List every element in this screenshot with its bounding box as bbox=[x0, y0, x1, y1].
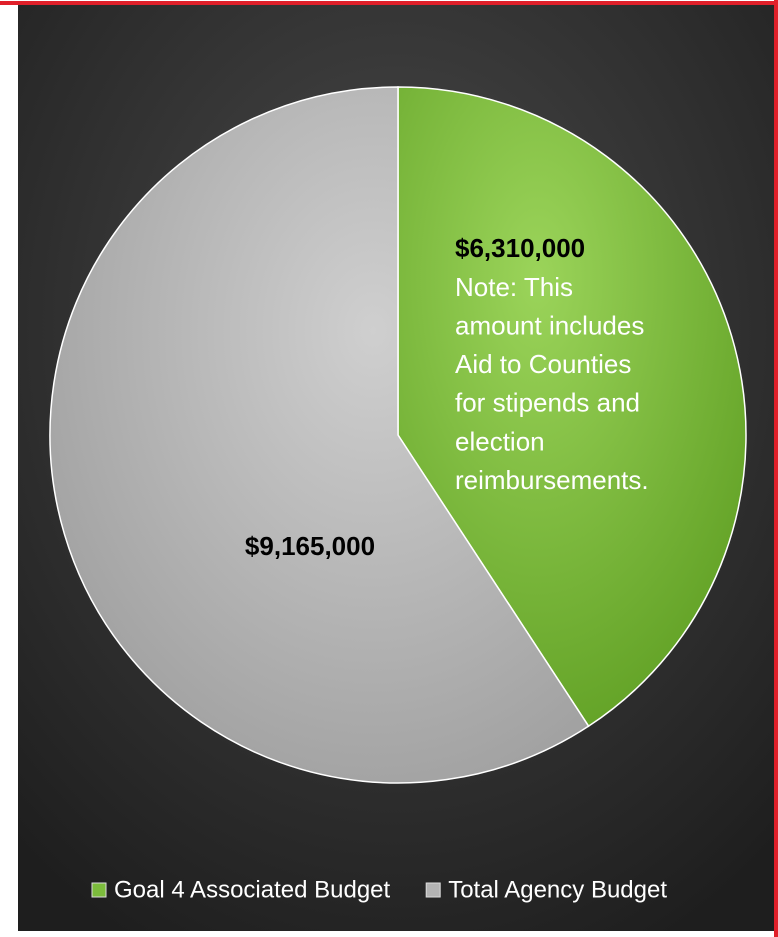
pie bbox=[49, 86, 747, 784]
labels: $6,310,000 Note: This amount includes Aid t… bbox=[245, 233, 649, 561]
legend-label: Total Agency Budget bbox=[448, 876, 667, 903]
pie-slice bbox=[49, 86, 590, 784]
pie-slice bbox=[397, 86, 747, 728]
annotation: reimbursements. bbox=[455, 465, 649, 495]
annotation: amount includes bbox=[455, 310, 644, 340]
data-label: $9,165,000 bbox=[245, 531, 375, 561]
legend: Goal 4 Associated Budget Total Agency Bud… bbox=[91, 876, 667, 903]
legend-swatch bbox=[425, 882, 441, 898]
annotation: election bbox=[455, 426, 545, 456]
data-label: $6,310,000 bbox=[455, 233, 585, 263]
annotation: Aid to Counties bbox=[455, 349, 631, 379]
legend-swatch bbox=[91, 882, 107, 898]
annotation: Note: This bbox=[455, 272, 573, 302]
annotation: for stipends and bbox=[455, 388, 640, 418]
legend-label: Goal 4 Associated Budget bbox=[114, 876, 391, 903]
